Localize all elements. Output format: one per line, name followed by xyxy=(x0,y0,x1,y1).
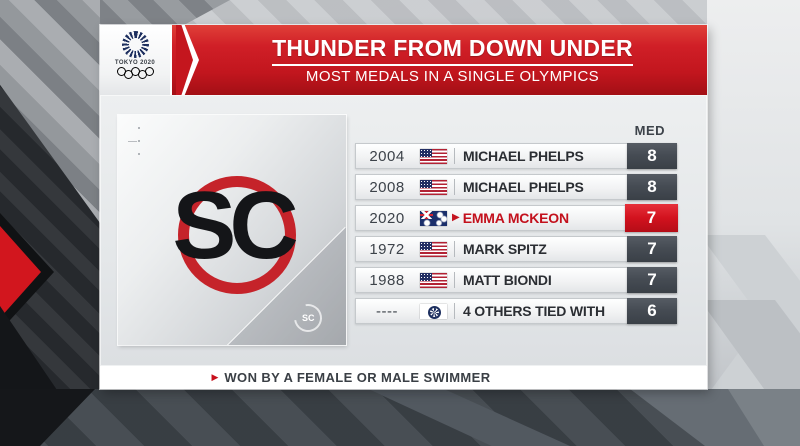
row-year: ---- xyxy=(376,302,398,320)
row-medal-count-badge: 8 xyxy=(627,174,677,200)
banner-chevron-icon xyxy=(176,25,193,95)
tokyo-2020-logo: TOKYO 2020 xyxy=(100,25,170,95)
row-year: 1972 xyxy=(369,240,405,258)
bottom-band-stripe xyxy=(368,389,570,446)
row-flag-cell xyxy=(418,210,448,226)
footer-note: WON BY A FEMALE OR MALE SWIMMER xyxy=(224,370,491,385)
row-flag-cell xyxy=(418,272,448,288)
row-medal-count-badge: 6 xyxy=(627,298,677,324)
usa-flag-icon xyxy=(419,272,447,288)
usa-flag-icon xyxy=(419,148,447,164)
footer-arrow-icon: ▶ xyxy=(211,372,219,382)
page-title: THUNDER FROM DOWN UNDER xyxy=(272,36,633,66)
panel-dots-decoration xyxy=(128,127,140,166)
row-athlete-name: MATT BIONDI xyxy=(463,272,552,288)
table-row: 1988 ▶ MATT BIONDI 7 xyxy=(355,267,677,293)
tokyo2020-flag-icon xyxy=(419,303,447,319)
row-divider xyxy=(454,303,455,319)
medals-table: MED 2004 ▶ MICHAEL PHELPS 8 2008 ▶ MICHA… xyxy=(355,123,678,329)
medals-column-header: MED xyxy=(634,123,665,138)
row-athlete-name: EMMA MCKEON xyxy=(462,210,569,226)
row-medal-count-badge: 7 xyxy=(625,204,678,232)
row-divider xyxy=(454,179,455,195)
row-year: 2004 xyxy=(369,147,405,165)
usa-flag-icon xyxy=(419,179,447,195)
page-subtitle: MOST MEDALS IN A SINGLE OLYMPICS xyxy=(305,67,600,85)
row-medal-count-badge: 8 xyxy=(627,143,677,169)
highlight-arrow-icon: ▶ xyxy=(452,212,460,223)
card-footer: ▶ WON BY A FEMALE OR MALE SWIMMER xyxy=(100,366,707,389)
row-year: 1988 xyxy=(369,271,405,289)
sportscenter-logo-panel: SC SC xyxy=(118,115,346,345)
row-athlete-name: MARK SPITZ xyxy=(463,241,547,257)
card-header: TOKYO 2020 THUNDER FROM DOWN UNDER MOST … xyxy=(100,25,707,95)
aus-flag-icon xyxy=(419,210,447,226)
card-body: SC SC MED 2004 ▶ MICHAEL PHELPS 8 2008 ▶ xyxy=(100,95,707,366)
sc-red-ring-icon xyxy=(178,176,296,294)
table-row: ---- ▶ 4 OTHERS TIED WITH 6 xyxy=(355,298,677,324)
olympic-rings-icon xyxy=(116,67,154,79)
row-medal-count-badge: 7 xyxy=(627,267,677,293)
row-athlete-name: MICHAEL PHELPS xyxy=(463,179,584,195)
usa-flag-icon xyxy=(419,241,447,257)
stat-card: TOKYO 2020 THUNDER FROM DOWN UNDER MOST … xyxy=(100,25,707,389)
table-row: 2004 ▶ MICHAEL PHELPS 8 xyxy=(355,143,677,169)
title-banner: THUNDER FROM DOWN UNDER MOST MEDALS IN A… xyxy=(172,25,707,95)
row-athlete-name: 4 OTHERS TIED WITH xyxy=(463,303,605,319)
table-row: 2020 ▶ EMMA MCKEON 7 xyxy=(355,204,678,232)
sportscenter-logo: SC xyxy=(172,172,298,280)
bottom-band-black-corner xyxy=(0,389,95,446)
row-flag-cell xyxy=(418,148,448,164)
table-row: 2008 ▶ MICHAEL PHELPS 8 xyxy=(355,174,677,200)
row-divider xyxy=(454,241,455,257)
tokyo-2020-label: TOKYO 2020 xyxy=(114,60,156,66)
table-rows: 2004 ▶ MICHAEL PHELPS 8 2008 ▶ MICHAEL P… xyxy=(355,143,678,324)
row-flag-cell xyxy=(418,303,448,319)
row-divider xyxy=(454,272,455,288)
tokyo-2020-emblem-icon xyxy=(121,31,149,58)
bottom-band-decoration xyxy=(0,389,800,446)
row-divider xyxy=(454,148,455,164)
row-athlete-name: MICHAEL PHELPS xyxy=(463,148,584,164)
row-year: 2008 xyxy=(369,178,405,196)
row-medal-count-badge: 7 xyxy=(627,236,677,262)
row-year: 2020 xyxy=(369,209,405,227)
table-row: 1972 ▶ MARK SPITZ 7 xyxy=(355,236,677,262)
row-flag-cell xyxy=(418,179,448,195)
row-flag-cell xyxy=(418,241,448,257)
